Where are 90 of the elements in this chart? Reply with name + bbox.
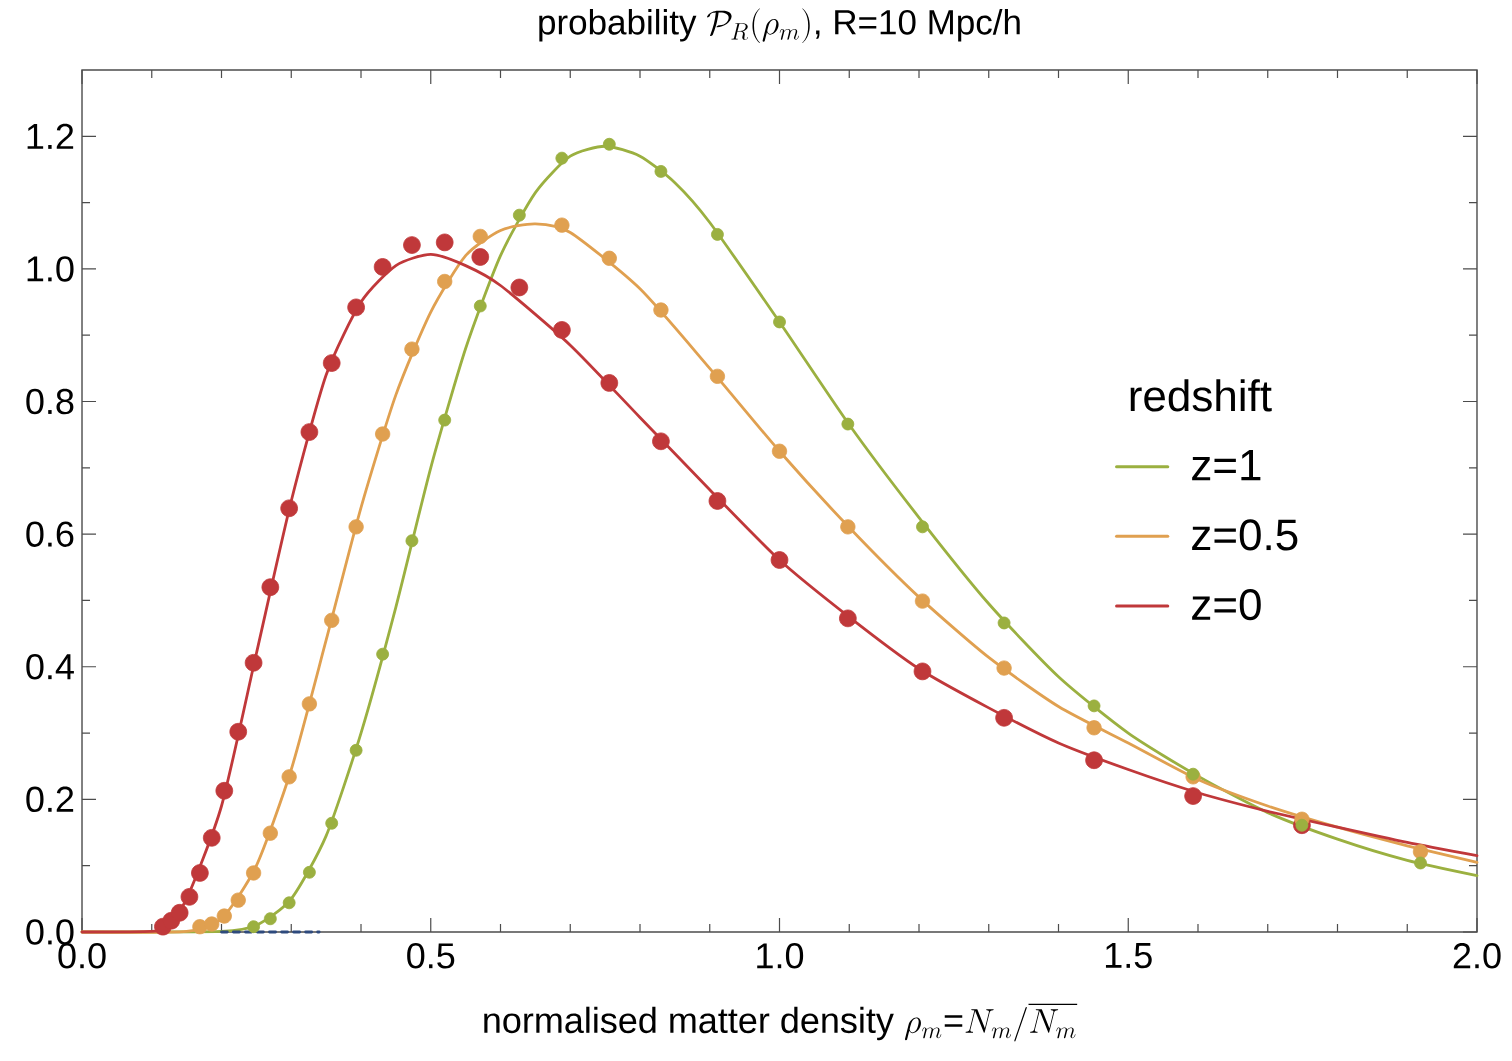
point	[180, 888, 199, 906]
point	[437, 273, 453, 290]
point	[600, 374, 619, 392]
point	[303, 865, 316, 879]
point	[376, 647, 390, 661]
point	[1085, 751, 1103, 770]
point	[170, 903, 189, 922]
point	[438, 413, 452, 427]
y-tick-label: 0.0	[26, 919, 74, 945]
point	[652, 432, 670, 451]
x-tick-label: 0.0	[58, 943, 106, 969]
point	[375, 426, 391, 442]
point	[322, 354, 341, 372]
point	[261, 578, 280, 596]
x-axis-title: $\text{normalised matter density }\rho_m\text{=}N_m/\overline{N_m}$	[484, 1004, 1078, 1042]
point	[708, 492, 727, 510]
point	[405, 534, 419, 548]
point	[435, 233, 454, 252]
point	[653, 302, 669, 318]
y-tick-label: 0.6	[26, 521, 74, 547]
point	[471, 248, 490, 266]
x-tick-label: 1.0	[757, 943, 804, 969]
point	[282, 896, 296, 910]
point	[300, 423, 319, 441]
point	[554, 217, 570, 233]
x-tick-label: 0.5	[407, 943, 455, 969]
point	[997, 616, 1011, 630]
point	[230, 892, 246, 908]
point	[995, 709, 1013, 727]
point	[245, 865, 262, 881]
point	[347, 298, 365, 317]
point	[770, 551, 789, 569]
point	[711, 228, 724, 241]
legend-label: z=0	[1192, 589, 1261, 621]
point	[202, 829, 221, 847]
point	[913, 662, 932, 681]
point	[204, 916, 220, 932]
point	[841, 417, 855, 431]
point	[996, 660, 1012, 676]
y-tick-label: 1.2	[27, 123, 74, 149]
point	[348, 519, 364, 535]
point	[301, 696, 317, 712]
point	[281, 769, 297, 785]
point	[839, 609, 857, 628]
point	[349, 743, 363, 757]
point	[510, 278, 529, 297]
point	[601, 250, 617, 266]
point	[244, 653, 263, 672]
point	[191, 864, 209, 882]
y-tick-label: 0.8	[26, 388, 74, 415]
y-tick-label: 0.2	[26, 786, 74, 813]
point	[216, 908, 232, 924]
point	[602, 137, 616, 151]
legend-title: redshift	[1130, 379, 1272, 412]
point	[1087, 699, 1101, 713]
point	[1086, 720, 1102, 736]
point	[247, 920, 260, 934]
point	[1414, 856, 1427, 870]
legend-label: z=0.5	[1192, 519, 1298, 551]
point	[654, 165, 668, 178]
point	[229, 722, 248, 741]
point	[215, 781, 234, 800]
point	[472, 228, 488, 245]
point	[1186, 767, 1200, 781]
point	[914, 593, 931, 609]
y-tick-label: 0.4	[26, 653, 74, 680]
point	[512, 208, 526, 222]
point	[404, 341, 420, 357]
point	[916, 520, 929, 534]
point	[709, 368, 726, 384]
point	[473, 299, 487, 313]
point	[324, 612, 340, 628]
point	[771, 443, 788, 459]
point	[840, 519, 856, 535]
point	[325, 816, 339, 830]
y-tick-label: 1.0	[27, 256, 74, 282]
point	[1184, 787, 1202, 805]
point	[773, 315, 786, 329]
legend-label: z=1	[1192, 450, 1261, 481]
point	[262, 825, 278, 841]
point	[280, 499, 298, 518]
point	[555, 151, 569, 165]
x-tick-label: 1.5	[1105, 943, 1152, 969]
point	[403, 236, 421, 254]
chart-title: $\text{probability }\mathcal{P}_R(\rho_m)\text{, R=10 Mpc/h}$	[539, 8, 1020, 43]
x-tick-label: 2.0	[1453, 943, 1501, 969]
point	[1412, 844, 1429, 860]
point	[553, 321, 571, 339]
point	[373, 258, 392, 276]
point	[263, 912, 277, 926]
